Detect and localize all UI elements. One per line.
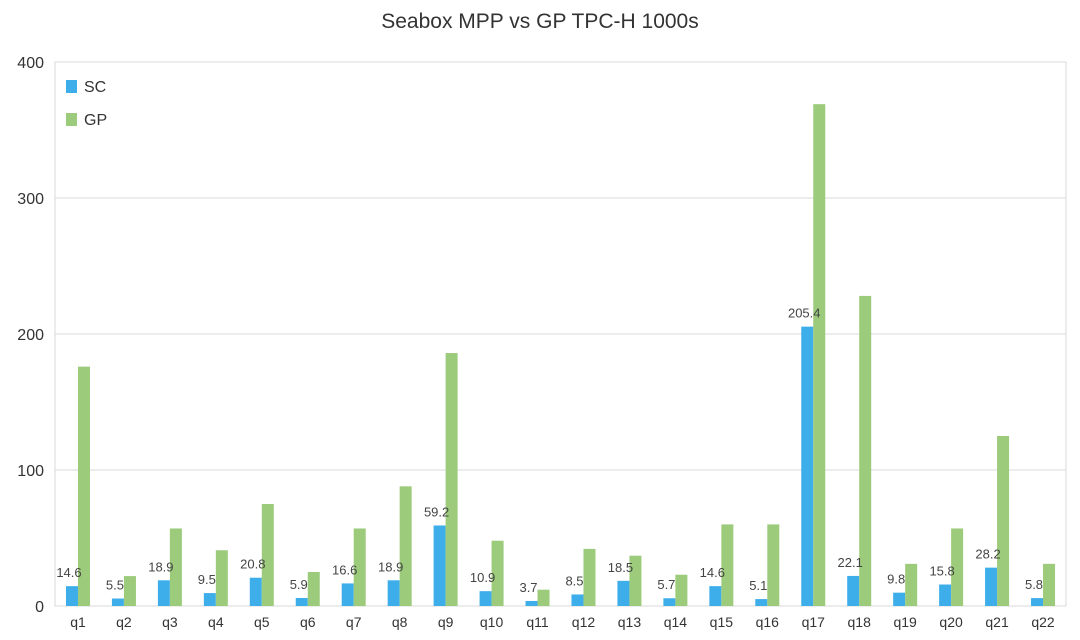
data-label-sc: 18.5 bbox=[608, 560, 633, 575]
x-tick-label: q8 bbox=[392, 614, 408, 630]
bar-sc-q11 bbox=[525, 600, 538, 606]
data-label-sc: 14.6 bbox=[700, 565, 725, 580]
bar-sc-q10 bbox=[479, 591, 492, 606]
data-label-sc: 18.9 bbox=[378, 559, 403, 574]
bar-gp-q12 bbox=[583, 548, 596, 606]
x-tick-label: q15 bbox=[710, 614, 734, 630]
bar-sc-q8 bbox=[387, 580, 400, 606]
chart-title: Seabox MPP vs GP TPC-H 1000s bbox=[381, 10, 699, 33]
x-tick-label: q12 bbox=[572, 614, 596, 630]
x-tick-label: q3 bbox=[162, 614, 178, 630]
bar-gp-q17 bbox=[813, 104, 826, 606]
data-label-sc: 15.8 bbox=[929, 564, 954, 579]
x-tick-label: q9 bbox=[438, 614, 454, 630]
bar-gp-q8 bbox=[399, 486, 412, 606]
y-tick-label: 100 bbox=[17, 463, 44, 480]
data-label-sc: 8.5 bbox=[565, 573, 583, 588]
bar-gp-q2 bbox=[123, 576, 136, 606]
data-label-sc: 20.8 bbox=[240, 557, 265, 572]
bar-gp-q10 bbox=[491, 540, 504, 606]
x-tick-label: q4 bbox=[208, 614, 224, 630]
bar-gp-q11 bbox=[537, 589, 550, 606]
data-label-sc: 9.8 bbox=[887, 572, 905, 587]
x-tick-label: q6 bbox=[300, 614, 316, 630]
bar-gp-q9 bbox=[445, 353, 458, 606]
bar-gp-q20 bbox=[951, 528, 964, 606]
bar-gp-q14 bbox=[675, 574, 688, 606]
bar-sc-q7 bbox=[341, 583, 354, 606]
x-tick-label: q5 bbox=[254, 614, 270, 630]
x-tick-label: q18 bbox=[848, 614, 872, 630]
data-label-sc: 59.2 bbox=[424, 504, 449, 519]
data-label-sc: 5.5 bbox=[106, 578, 124, 593]
legend-label-gp: GP bbox=[84, 112, 107, 129]
x-tick-label: q1 bbox=[70, 614, 86, 630]
bar-gp-q19 bbox=[905, 563, 918, 606]
legend-swatch-sc bbox=[66, 80, 77, 93]
bar-sc-q5 bbox=[249, 577, 262, 606]
x-tick-label: q22 bbox=[1031, 614, 1055, 630]
bar-sc-q4 bbox=[203, 593, 216, 606]
bar-gp-q5 bbox=[261, 504, 274, 606]
bar-sc-q18 bbox=[847, 575, 860, 606]
data-label-sc: 3.7 bbox=[519, 580, 537, 595]
bar-sc-q22 bbox=[1031, 598, 1044, 606]
data-label-sc: 5.9 bbox=[290, 577, 308, 592]
bar-sc-q20 bbox=[939, 584, 952, 606]
bar-gp-q21 bbox=[997, 436, 1010, 606]
bar-gp-q18 bbox=[859, 295, 872, 606]
x-tick-label: q16 bbox=[756, 614, 780, 630]
x-tick-label: q13 bbox=[618, 614, 642, 630]
bar-gp-q4 bbox=[215, 550, 228, 606]
legend-label-sc: SC bbox=[84, 79, 106, 96]
bar-sc-q3 bbox=[157, 580, 170, 606]
x-tick-label: q10 bbox=[480, 614, 504, 630]
x-tick-label: q21 bbox=[985, 614, 1009, 630]
bar-gp-q3 bbox=[169, 528, 182, 606]
x-tick-label: q14 bbox=[664, 614, 688, 630]
data-label-sc: 9.5 bbox=[198, 572, 216, 587]
x-tick-label: q19 bbox=[893, 614, 917, 630]
bar-gp-q6 bbox=[307, 572, 320, 606]
data-label-sc: 22.1 bbox=[838, 555, 863, 570]
bar-sc-q17 bbox=[801, 326, 814, 606]
y-tick-label: 0 bbox=[35, 599, 44, 616]
bar-sc-q9 bbox=[433, 525, 446, 606]
bar-sc-q6 bbox=[295, 597, 308, 606]
bar-sc-q14 bbox=[663, 598, 676, 606]
bar-sc-q2 bbox=[111, 598, 124, 606]
data-label-sc: 14.6 bbox=[56, 565, 81, 580]
x-tick-label: q20 bbox=[939, 614, 963, 630]
y-tick-label: 200 bbox=[17, 327, 44, 344]
bar-gp-q7 bbox=[353, 528, 366, 606]
data-label-sc: 5.8 bbox=[1025, 577, 1043, 592]
bar-gp-q15 bbox=[721, 524, 734, 606]
data-label-sc: 5.1 bbox=[749, 578, 767, 593]
legend-swatch-gp bbox=[66, 113, 77, 126]
bar-sc-q12 bbox=[571, 594, 584, 606]
bar-sc-q1 bbox=[65, 586, 78, 606]
bar-sc-q16 bbox=[755, 599, 768, 606]
bar-gp-q22 bbox=[1043, 563, 1056, 606]
data-label-sc: 5.7 bbox=[657, 577, 675, 592]
y-tick-label: 400 bbox=[17, 55, 44, 72]
bar-sc-q15 bbox=[709, 586, 722, 606]
bar-sc-q13 bbox=[617, 580, 630, 606]
bar-gp-q1 bbox=[77, 366, 90, 606]
data-label-sc: 10.9 bbox=[470, 570, 495, 585]
bar-gp-q16 bbox=[767, 524, 780, 606]
data-label-sc: 18.9 bbox=[148, 559, 173, 574]
x-tick-label: q17 bbox=[802, 614, 826, 630]
data-label-sc: 28.2 bbox=[975, 547, 1000, 562]
bar-gp-q13 bbox=[629, 555, 642, 606]
data-label-sc: 205.4 bbox=[788, 306, 821, 321]
data-label-sc: 16.6 bbox=[332, 562, 357, 577]
bar-sc-q19 bbox=[893, 592, 906, 606]
x-tick-label: q2 bbox=[116, 614, 132, 630]
y-tick-label: 300 bbox=[17, 191, 44, 208]
bar-sc-q21 bbox=[985, 567, 998, 606]
x-tick-label: q7 bbox=[346, 614, 362, 630]
x-tick-label: q11 bbox=[526, 614, 549, 630]
